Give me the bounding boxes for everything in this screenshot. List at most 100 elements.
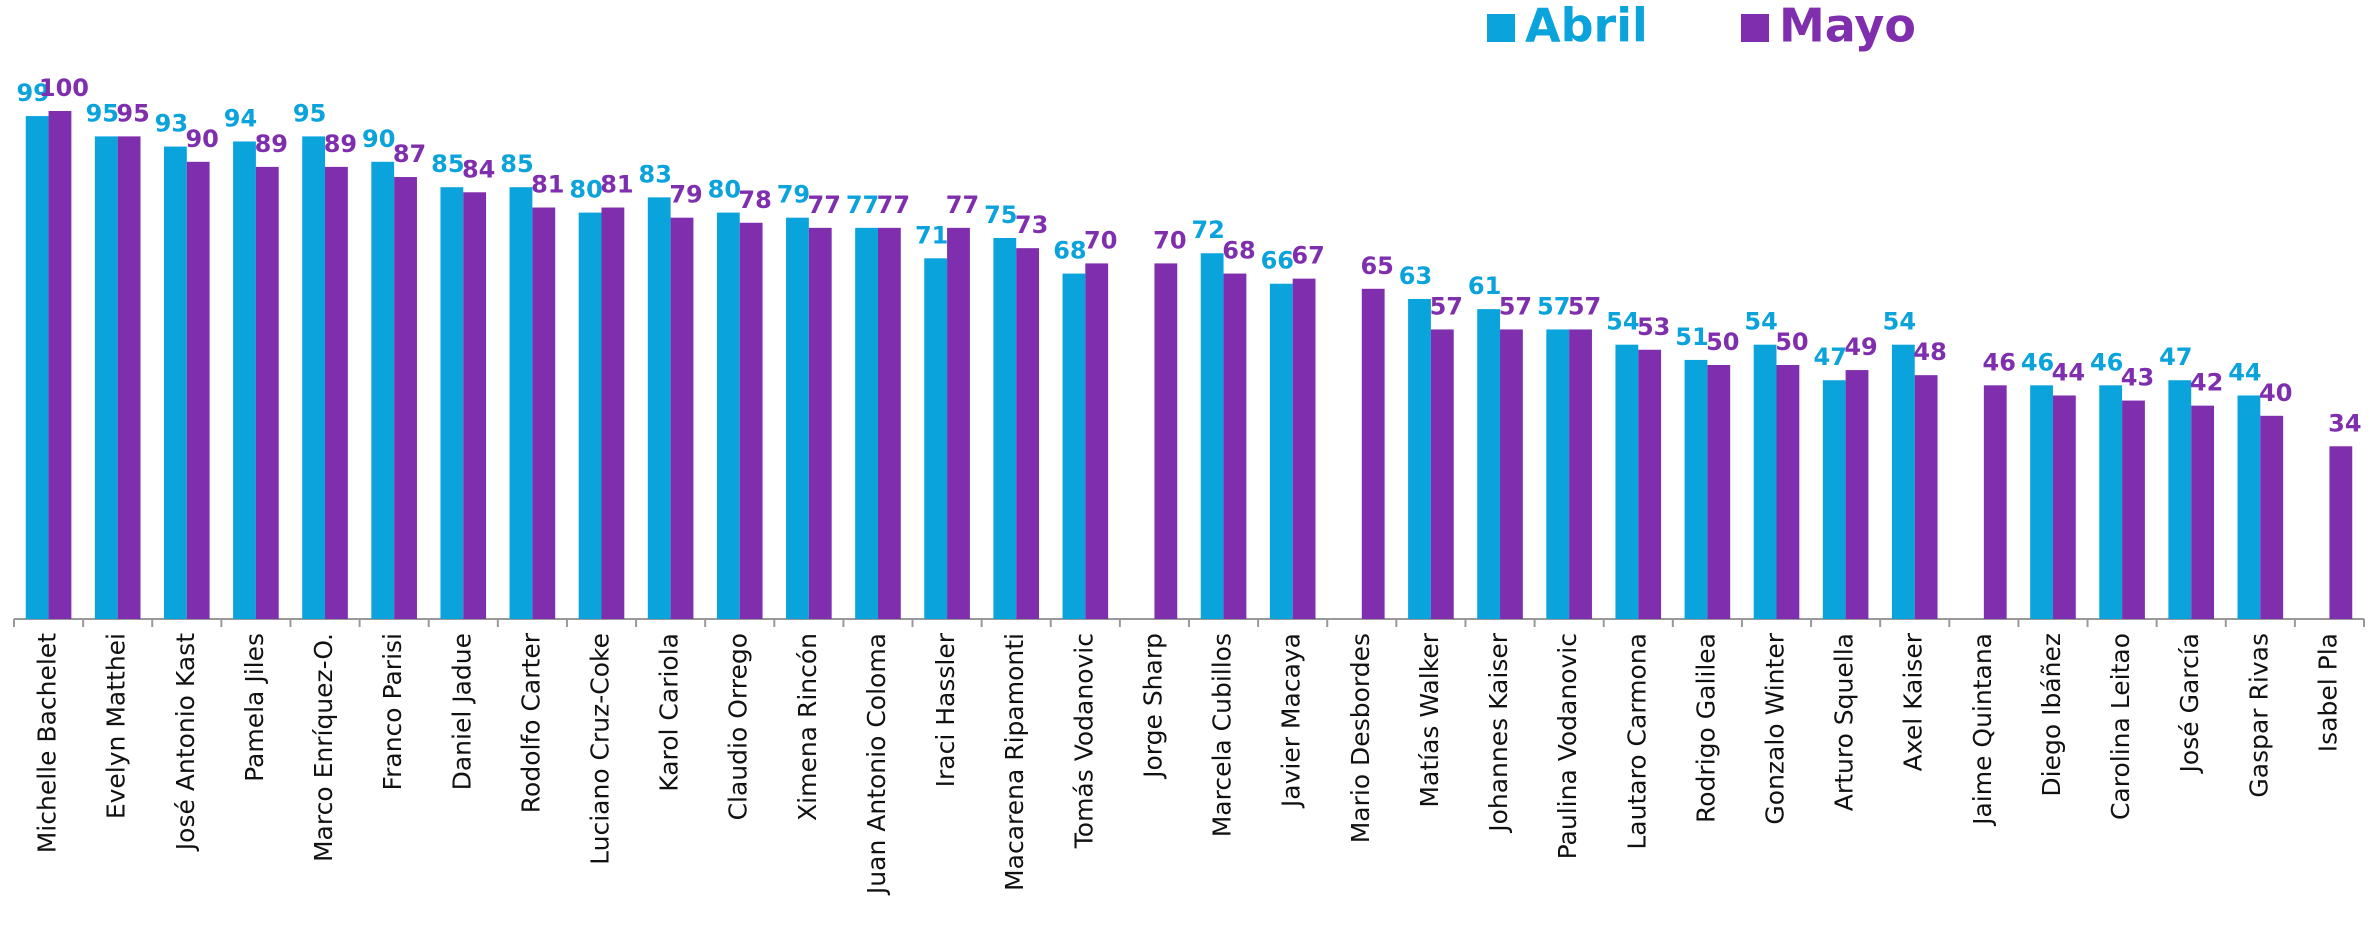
legend-swatch [1487,14,1515,42]
value-label: 87 [393,140,426,168]
value-label: 77 [946,191,979,219]
x-tick-label: Rodrigo Galilea [1691,633,1720,823]
value-label: 94 [224,104,257,132]
value-label: 57 [1568,292,1601,320]
value-label: 77 [846,191,879,219]
bar [2122,400,2145,619]
x-tick-label: Jaime Quintana [1968,633,1997,827]
value-label: 84 [462,155,495,183]
value-label: 85 [431,150,464,178]
value-label: 80 [708,176,741,204]
bar [1408,298,1431,619]
bar [601,207,625,619]
value-label: 90 [185,125,218,153]
x-tick-label: Arturo Squella [1830,633,1859,811]
bar [1891,344,1915,619]
x-tick-label: Karol Cariola [655,633,684,792]
value-label: 79 [777,181,810,209]
value-label: 68 [1222,237,1255,265]
value-label: 46 [2021,348,2054,376]
x-tick-label: Pamela Jiles [240,633,269,782]
value-label: 47 [1814,343,1847,371]
bar [25,116,49,619]
bar [1477,309,1501,619]
value-label: 50 [1775,328,1808,356]
bar [2052,395,2076,619]
value-label: 51 [1675,323,1708,351]
bar [855,227,878,619]
bar [1016,248,1040,619]
value-label: 47 [2159,343,2192,371]
value-label: 54 [1883,308,1916,336]
value-label: 61 [1468,272,1501,300]
value-label: 66 [1261,247,1294,275]
value-label: 79 [669,181,702,209]
value-label: 72 [1191,216,1224,244]
bar [532,207,556,619]
bar [1845,370,1869,619]
x-tick-label: Diego Ibáñez [2037,633,2066,797]
value-label: 75 [984,201,1017,229]
bar [394,177,417,620]
x-tick-label: Iraci Hassler [931,632,960,787]
value-label: 65 [1360,252,1393,280]
bar [647,197,671,620]
bar [371,161,395,620]
x-tick-label: Matías Walker [1415,632,1444,807]
value-label: 44 [2052,358,2085,386]
x-tick-label: Gaspar Rivas [2244,633,2273,798]
bar [440,187,464,619]
legend-swatch [1741,14,1769,42]
bar [2260,415,2284,619]
bar [1983,385,2007,619]
value-label: 49 [1844,333,1877,361]
value-label: 46 [1983,348,2016,376]
bar [1569,329,1592,619]
bar [233,141,256,620]
bar [463,192,487,619]
x-tick-label: Juan Antonio Coloma [862,633,891,896]
value-label: 89 [324,130,357,158]
bar [2191,405,2215,619]
value-label: 53 [1637,313,1670,341]
bar [2030,385,2053,619]
bar [94,136,118,619]
x-tick-label: Claudio Orrego [724,633,753,820]
value-label: 57 [1430,292,1463,320]
value-label: 68 [1053,237,1086,265]
x-tick-label: Evelyn Matthei [102,633,131,819]
bar [739,222,763,619]
bar [1500,329,1523,619]
value-label: 81 [531,171,564,199]
value-label: 43 [2121,364,2154,392]
bar [2237,395,2261,619]
bar [186,161,210,620]
value-label: 46 [2090,348,2123,376]
value-label: 90 [362,125,395,153]
bar [1546,329,1570,619]
bar [1085,263,1109,619]
bar [1822,380,1846,619]
bar [163,146,187,619]
x-tick-label: Johannes Kaiser [1484,632,1513,834]
value-label: 89 [255,130,288,158]
x-tick-label: Isabel Pla [2313,633,2342,752]
bar [1684,359,1708,619]
value-label: 44 [2228,358,2261,386]
bar [48,111,72,619]
bar [578,212,602,619]
x-tick-label: Marcela Cubillos [1208,633,1237,837]
bar [1638,349,1662,619]
bar [947,227,970,619]
bar [716,212,740,619]
x-tick-label: Javier Macaya [1277,633,1306,809]
x-tick-label: Tomás Vodanovic [1069,633,1098,849]
x-tick-label: Luciano Cruz-Coke [586,633,615,865]
bar [670,217,694,619]
x-tick-label: Paulina Vodanovic [1553,633,1582,859]
value-label: 54 [1606,308,1639,336]
value-label: 57 [1537,292,1570,320]
legend-label: Mayo [1779,0,1916,53]
x-tick-label: Carolina Leitao [2106,633,2135,820]
bar [1361,288,1385,619]
